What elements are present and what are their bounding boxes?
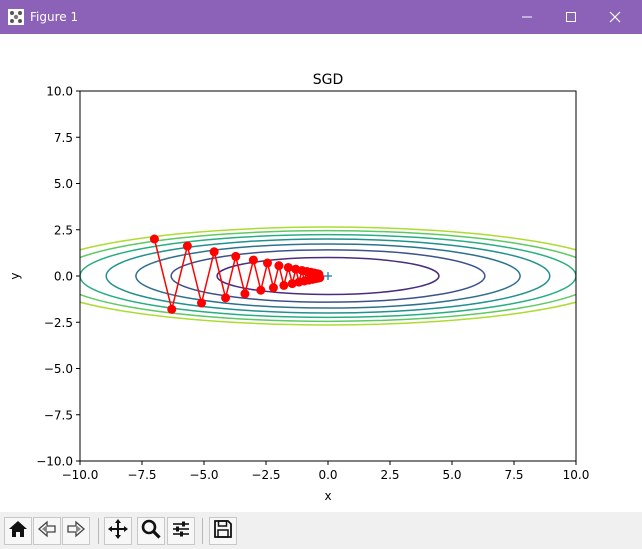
y-tick-label: −5.0	[44, 362, 73, 376]
path-point-5	[221, 293, 231, 303]
configure-subplots-icon	[170, 518, 192, 544]
path-point-13	[279, 280, 289, 290]
close-button[interactable]	[592, 0, 638, 34]
minimum-plus-marker	[324, 272, 332, 280]
pan-button[interactable]	[104, 517, 132, 545]
save-button[interactable]	[209, 517, 237, 545]
contour-level-2	[170, 249, 486, 303]
chart-title: SGD	[313, 72, 344, 88]
path-point-3	[197, 298, 207, 308]
contour-level-5	[80, 233, 576, 319]
x-tick-label: −10.0	[62, 468, 99, 482]
optimization-path	[149, 234, 325, 314]
figure-canvas[interactable]: SGD −10.0 −7.5 −5.0 −2.5 0.0 2.5 5.0 7.5 10.0 10…	[0, 34, 642, 512]
y-tick-label: −10.0	[36, 455, 73, 469]
contour-level-4	[105, 238, 551, 314]
back-icon	[36, 518, 58, 544]
x-axis-label: x	[324, 489, 331, 503]
path-point-7	[240, 289, 250, 299]
x-tick-label: 10.0	[563, 468, 590, 482]
sgd-chart: SGD −10.0 −7.5 −5.0 −2.5 0.0 2.5 5.0 7.5 10.0 10…	[8, 72, 590, 503]
pan-icon	[107, 518, 129, 544]
window-titlebar: Figure 1	[0, 0, 642, 34]
y-tick-label: 5.0	[54, 177, 73, 191]
x-tick-label: 7.5	[504, 468, 523, 482]
contour-level-6	[80, 229, 576, 323]
minimum-marker-layer	[324, 272, 332, 280]
x-tick-label: −2.5	[251, 468, 280, 482]
contour-level-7	[80, 226, 576, 326]
path-point-9	[256, 285, 266, 295]
y-tick-label: −2.5	[44, 316, 73, 330]
maximize-button[interactable]	[548, 0, 594, 34]
path-point-6	[231, 251, 241, 261]
y-axis-label: y	[8, 272, 22, 279]
minimize-button[interactable]	[504, 0, 550, 34]
contour-level-1	[216, 256, 440, 296]
home-icon	[7, 518, 29, 544]
y-tick-label: 2.5	[54, 223, 73, 237]
x-tick-label: −7.5	[127, 468, 156, 482]
path-line	[153, 238, 321, 310]
y-tick-label: −7.5	[44, 408, 73, 422]
path-point-8	[248, 255, 258, 265]
y-tick-label: 7.5	[54, 131, 73, 145]
window-title: Figure 1	[30, 10, 79, 24]
maximize-icon	[565, 8, 577, 27]
path-point-14	[283, 262, 293, 272]
forward-icon	[65, 518, 87, 544]
y-tick-label: 10.0	[46, 85, 73, 99]
x-tick-label: 0.0	[318, 468, 337, 482]
path-point-11	[268, 283, 278, 293]
toolbar-separator	[98, 518, 99, 544]
home-button[interactable]	[4, 517, 32, 545]
path-point-2	[182, 241, 192, 251]
matplotlib-icon	[8, 9, 24, 25]
path-point-0	[149, 234, 159, 244]
forward-button[interactable]	[62, 517, 90, 545]
x-axis-ticks: −10.0 −7.5 −5.0 −2.5 0.0 2.5 5.0 7.5 10.0	[62, 461, 590, 482]
contour-level-3	[135, 243, 521, 309]
x-tick-label: −5.0	[189, 468, 218, 482]
path-point-4	[209, 247, 219, 257]
x-tick-label: 5.0	[442, 468, 461, 482]
zoom-icon	[140, 518, 162, 544]
y-axis-ticks: 10.0 7.5 5.0 2.5 0.0 −2.5 −5.0 −7.5 −10.0	[36, 85, 80, 469]
y-tick-label: 0.0	[54, 270, 73, 284]
navigation-toolbar	[0, 512, 642, 549]
back-button[interactable]	[33, 517, 61, 545]
path-point-1	[167, 304, 177, 314]
x-tick-label: 2.5	[380, 468, 399, 482]
zoom-button[interactable]	[137, 517, 165, 545]
save-icon	[212, 518, 234, 544]
contour-lines	[80, 226, 576, 326]
path-point-10	[262, 258, 272, 268]
close-icon	[609, 8, 621, 27]
configure-subplots-button[interactable]	[167, 517, 195, 545]
toolbar-separator	[202, 518, 203, 544]
minimize-icon	[521, 8, 533, 27]
path-point-12	[274, 261, 284, 271]
path-point-29	[315, 273, 325, 283]
path-point-15	[287, 279, 297, 289]
